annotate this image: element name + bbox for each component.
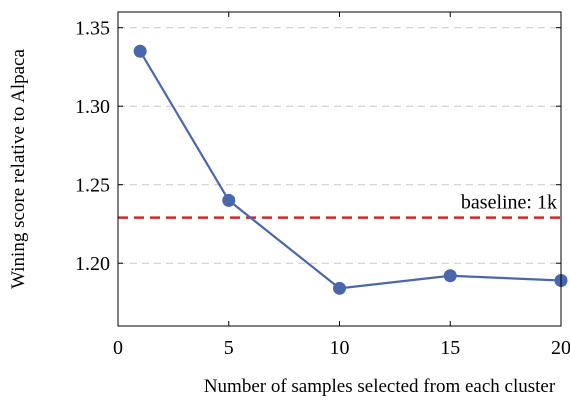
y-tick-label: 1.20: [75, 253, 110, 275]
x-tick-label: 0: [113, 337, 123, 359]
x-tick-label: 5: [224, 337, 234, 359]
baseline-label: baseline: 1k: [461, 192, 557, 214]
data-point: [443, 269, 457, 283]
data-series: [133, 44, 568, 295]
data-point: [222, 193, 236, 207]
y-tick-label: 1.25: [75, 175, 110, 197]
y-tick-label: 1.30: [75, 96, 110, 118]
y-tick-labels: 1.20 1.25 1.30 1.35: [75, 18, 110, 276]
series-line: [139, 50, 562, 290]
x-axis-label: Number of samples selected from each clu…: [204, 376, 556, 397]
data-point: [333, 281, 346, 295]
x-tick-label: 20: [551, 337, 570, 359]
x-tick-label: 10: [330, 337, 350, 359]
x-tick-labels: 0 5 10 15 20: [113, 337, 570, 359]
x-tick-label: 15: [440, 337, 460, 359]
grid-lines: [118, 27, 561, 264]
y-tick-label: 1.35: [75, 18, 110, 40]
data-point: [133, 44, 147, 58]
axis-ticks: [117, 12, 562, 326]
y-axis-label: Wining score relative to Alpaca: [8, 49, 29, 289]
plot-frame: [117, 11, 562, 327]
